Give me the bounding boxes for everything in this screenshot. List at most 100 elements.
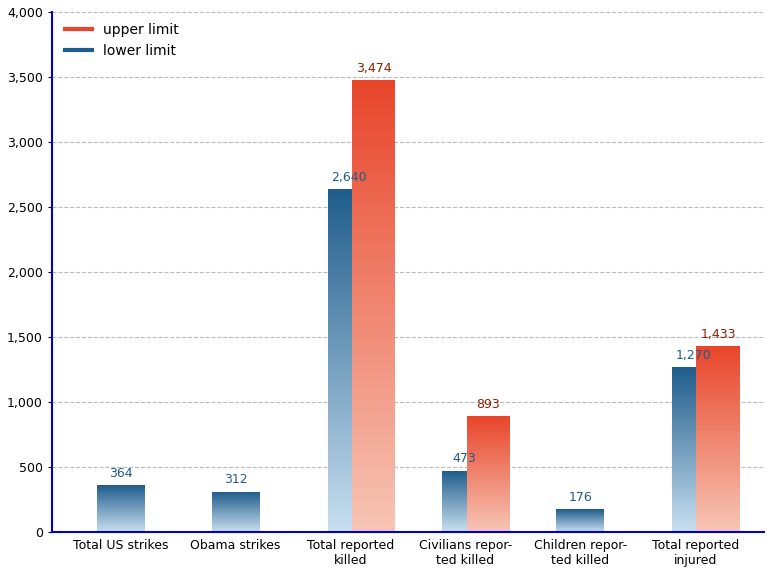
- Bar: [352, 451, 396, 453]
- Bar: [696, 489, 740, 490]
- Bar: [466, 450, 510, 451]
- Bar: [328, 421, 371, 422]
- Bar: [672, 515, 715, 517]
- Bar: [352, 484, 396, 487]
- Bar: [328, 204, 371, 206]
- Bar: [328, 391, 371, 393]
- Bar: [352, 430, 396, 433]
- Bar: [696, 380, 740, 381]
- Bar: [328, 404, 371, 405]
- Bar: [328, 438, 371, 440]
- Bar: [696, 433, 740, 435]
- Bar: [466, 456, 510, 457]
- Bar: [672, 458, 715, 459]
- Bar: [466, 496, 510, 497]
- Bar: [696, 445, 740, 447]
- Bar: [328, 342, 371, 343]
- Bar: [352, 417, 396, 419]
- Bar: [466, 478, 510, 479]
- Bar: [696, 472, 740, 474]
- Bar: [328, 208, 371, 210]
- Bar: [466, 428, 510, 429]
- Bar: [352, 491, 396, 494]
- Bar: [352, 311, 396, 313]
- Bar: [466, 504, 510, 505]
- Bar: [352, 252, 396, 254]
- Bar: [352, 464, 396, 467]
- Bar: [672, 411, 715, 412]
- Bar: [696, 477, 740, 478]
- Bar: [466, 510, 510, 511]
- Bar: [328, 474, 371, 475]
- Bar: [466, 523, 510, 524]
- Bar: [672, 444, 715, 445]
- Bar: [328, 355, 371, 357]
- Bar: [672, 495, 715, 496]
- Bar: [696, 382, 740, 383]
- Bar: [328, 220, 371, 222]
- Bar: [696, 352, 740, 353]
- Bar: [328, 419, 371, 421]
- Bar: [672, 504, 715, 505]
- Bar: [696, 491, 740, 492]
- Bar: [328, 395, 371, 397]
- Bar: [328, 443, 371, 445]
- Bar: [672, 422, 715, 423]
- Bar: [352, 374, 396, 376]
- Bar: [352, 214, 396, 216]
- Bar: [352, 272, 396, 274]
- Bar: [672, 472, 715, 474]
- Bar: [352, 338, 396, 340]
- Bar: [466, 417, 510, 418]
- Bar: [352, 496, 396, 498]
- Bar: [352, 196, 396, 198]
- Bar: [696, 364, 740, 365]
- Bar: [696, 476, 740, 477]
- Bar: [352, 385, 396, 387]
- Bar: [466, 505, 510, 506]
- Text: 3,474: 3,474: [355, 62, 392, 75]
- Bar: [328, 321, 371, 323]
- Bar: [466, 419, 510, 420]
- Bar: [696, 396, 740, 397]
- Bar: [696, 421, 740, 422]
- Bar: [466, 511, 510, 512]
- Bar: [466, 439, 510, 440]
- Bar: [352, 286, 396, 288]
- Bar: [352, 204, 396, 207]
- Bar: [328, 293, 371, 295]
- Bar: [672, 398, 715, 399]
- Bar: [352, 162, 396, 164]
- Bar: [328, 347, 371, 348]
- Bar: [696, 405, 740, 406]
- Bar: [696, 528, 740, 529]
- Bar: [466, 448, 510, 449]
- Bar: [328, 376, 371, 378]
- Bar: [466, 471, 510, 472]
- Bar: [466, 522, 510, 523]
- Bar: [466, 529, 510, 530]
- Bar: [672, 440, 715, 441]
- Bar: [696, 371, 740, 372]
- Bar: [328, 307, 371, 309]
- Bar: [352, 94, 396, 96]
- Bar: [696, 450, 740, 451]
- Bar: [328, 230, 371, 232]
- Bar: [672, 490, 715, 491]
- Bar: [352, 381, 396, 383]
- Bar: [328, 435, 371, 436]
- Bar: [466, 484, 510, 485]
- Bar: [352, 412, 396, 414]
- Bar: [352, 455, 396, 457]
- Bar: [352, 392, 396, 394]
- Bar: [696, 520, 740, 521]
- Bar: [672, 462, 715, 463]
- Bar: [696, 413, 740, 414]
- Bar: [328, 228, 371, 230]
- Bar: [352, 250, 396, 252]
- Bar: [328, 189, 371, 191]
- Bar: [466, 470, 510, 471]
- Bar: [696, 418, 740, 420]
- Bar: [328, 210, 371, 211]
- Bar: [672, 419, 715, 420]
